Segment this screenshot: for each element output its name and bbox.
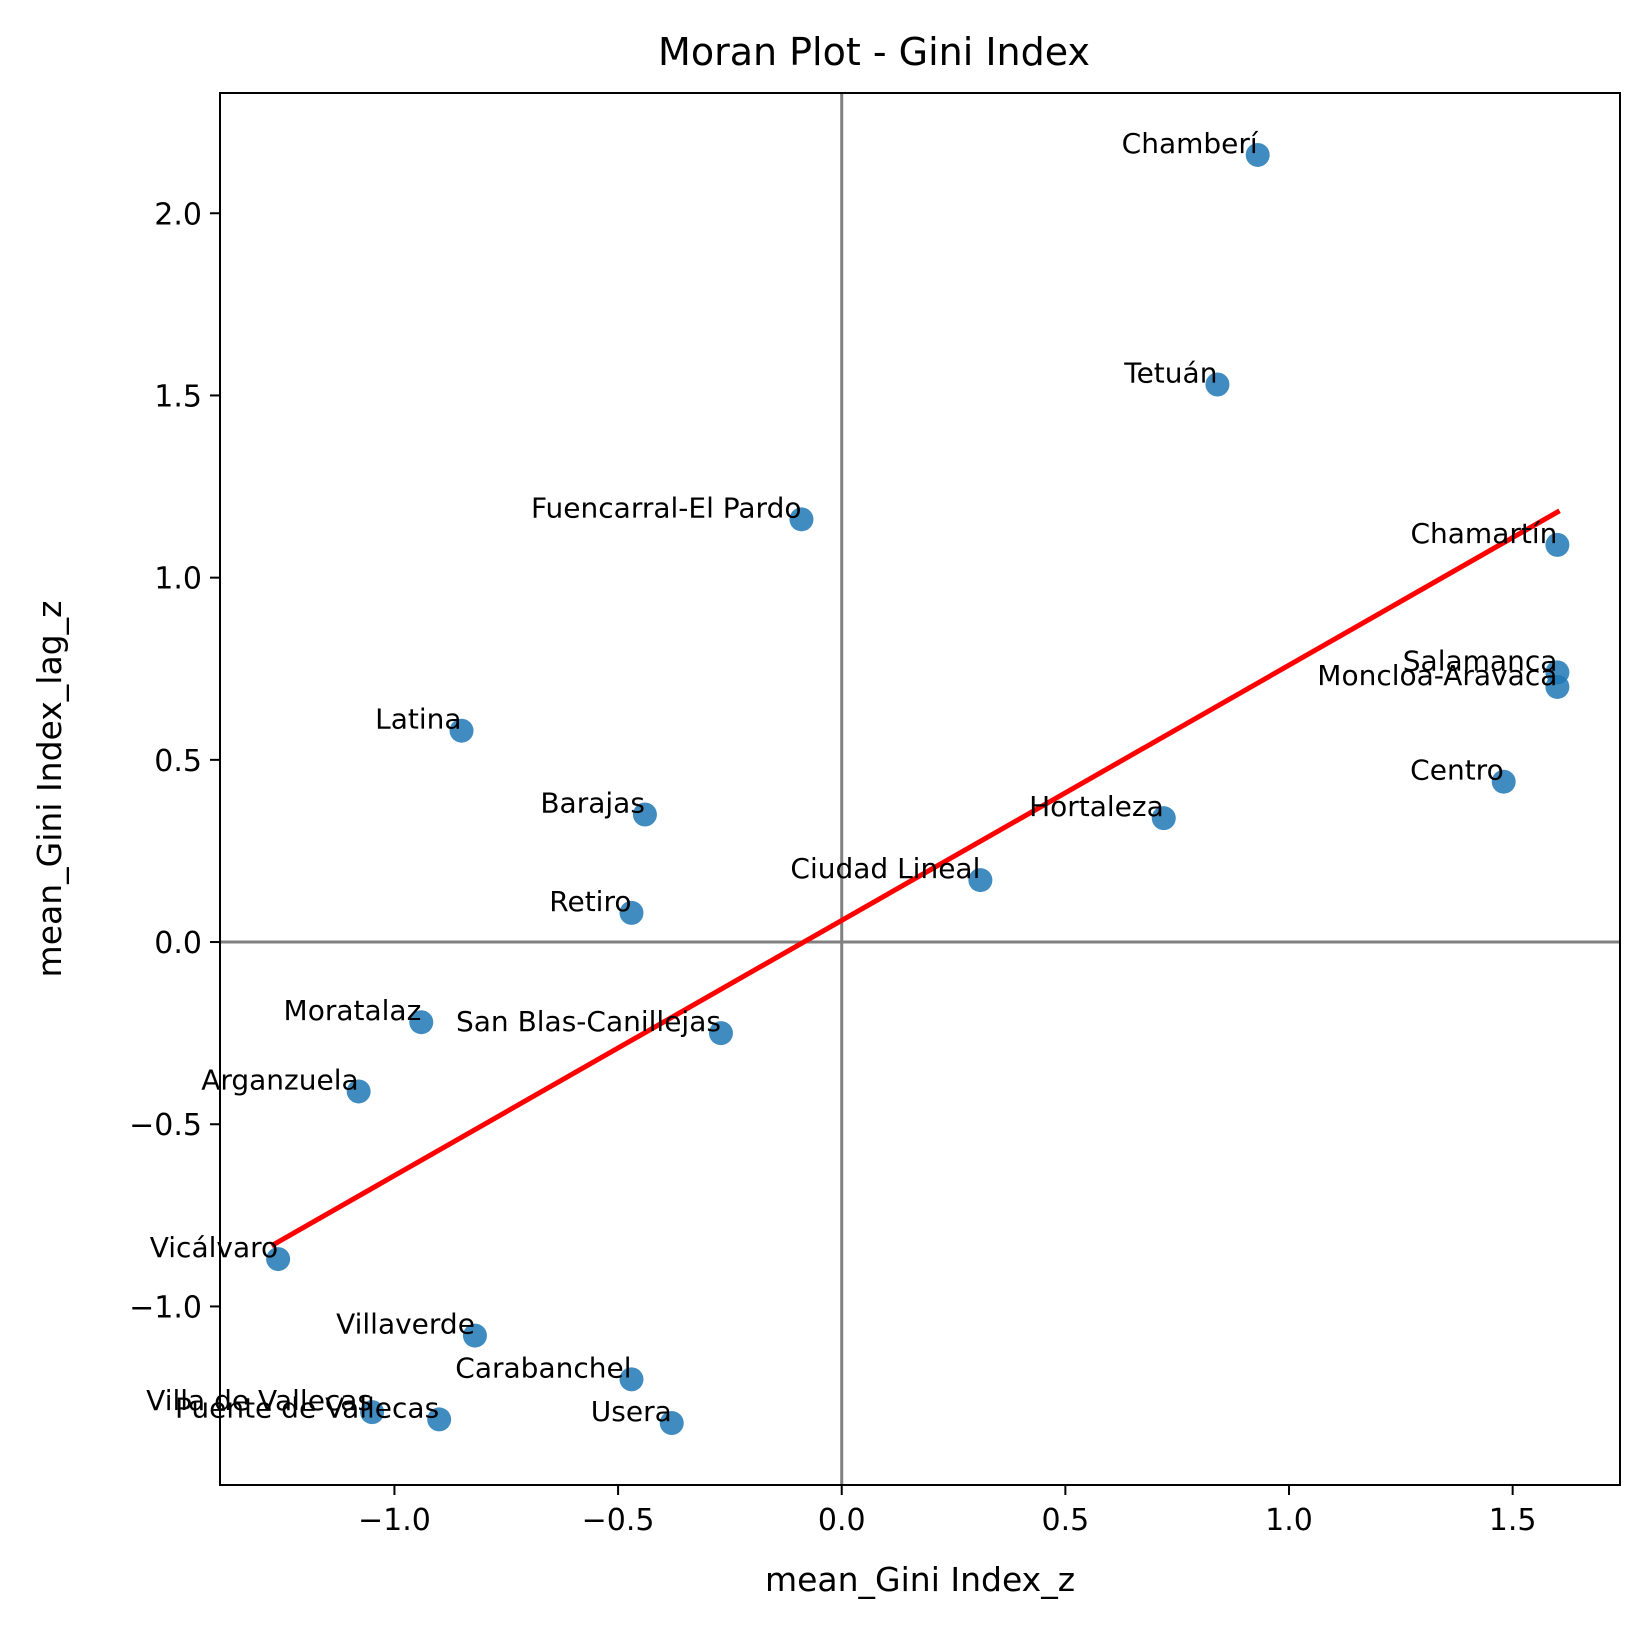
point-label: Puente de Vallecas xyxy=(175,1391,439,1424)
scatter-point xyxy=(360,1400,385,1425)
chart-title: Moran Plot - Gini Index xyxy=(658,30,1090,74)
scatter-point xyxy=(659,1411,684,1436)
scatter-point xyxy=(449,718,474,743)
scatter-point xyxy=(1491,769,1516,794)
x-tick-label: −0.5 xyxy=(582,1503,655,1538)
regression-line xyxy=(270,508,1561,1248)
point-label: San Blas-Canillejas xyxy=(456,1005,721,1038)
point-label: Villaverde xyxy=(336,1308,475,1341)
point-label: Retiro xyxy=(549,885,631,918)
scatter-point xyxy=(1545,674,1570,699)
y-axis-label: mean_Gini Index_lag_z xyxy=(30,601,69,978)
y-tick-label: 0.0 xyxy=(154,926,202,961)
point-label: Chamartín xyxy=(1410,517,1557,550)
point-label: Salamanca xyxy=(1403,644,1558,677)
plot-area: Chamberí Tetuán Fuencarral-El Pardo Chamart… xyxy=(146,93,1620,1485)
point-label: Hortaleza xyxy=(1029,790,1164,823)
scatter-point xyxy=(1205,372,1230,397)
y-tick-label: −0.5 xyxy=(129,1108,202,1143)
scatter-point xyxy=(427,1407,452,1432)
point-label: Fuencarral-El Pardo xyxy=(531,491,802,524)
point-label: Barajas xyxy=(540,787,645,820)
scatter-point xyxy=(346,1079,371,1104)
point-label: Arganzuela xyxy=(201,1063,358,1096)
scatter-point xyxy=(409,1010,434,1035)
point-label: Latina xyxy=(375,703,461,736)
x-tick-label: 1.5 xyxy=(1489,1503,1537,1538)
scatter-point xyxy=(1545,532,1570,557)
x-tick-label: 0.5 xyxy=(1042,1503,1090,1538)
x-axis-ticks: −1.0 −0.5 0.0 0.5 1.0 1.5 xyxy=(358,1485,1537,1538)
x-tick-label: 0.0 xyxy=(818,1503,866,1538)
y-tick-label: 0.5 xyxy=(154,744,202,779)
scatter-point xyxy=(632,802,657,827)
point-label: Vicálvaro xyxy=(150,1231,278,1264)
point-label: Tetuán xyxy=(1123,357,1217,390)
y-tick-label: 1.5 xyxy=(154,379,202,414)
x-tick-label: −1.0 xyxy=(358,1503,431,1538)
scatter-point xyxy=(1245,142,1270,167)
y-tick-label: 2.0 xyxy=(154,197,202,232)
scatter-point xyxy=(1151,806,1176,831)
scatter-point xyxy=(266,1247,291,1272)
x-tick-label: 1.0 xyxy=(1265,1503,1313,1538)
point-label: Carabanchel xyxy=(455,1351,631,1384)
scatter-point xyxy=(619,1367,644,1392)
y-tick-label: 1.0 xyxy=(154,562,202,597)
x-axis-label: mean_Gini Index_z xyxy=(765,1560,1075,1599)
point-label: Chamberí xyxy=(1122,127,1259,160)
scatter-point xyxy=(968,868,993,893)
scatter-point xyxy=(462,1323,487,1348)
scatter-point xyxy=(789,507,814,532)
point-label: Ciudad Lineal xyxy=(790,852,980,885)
y-axis-ticks: −1.0 −0.5 0.0 0.5 1.0 1.5 2.0 xyxy=(129,197,220,1325)
scatter-point xyxy=(708,1021,733,1046)
y-tick-label: −1.0 xyxy=(129,1290,202,1325)
point-label: Moratalaz xyxy=(284,994,422,1027)
point-label: Centro xyxy=(1410,754,1504,787)
point-label: Villa de Vallecas xyxy=(146,1384,372,1417)
point-label: Usera xyxy=(591,1395,672,1428)
scatter-point xyxy=(619,900,644,925)
plot-frame xyxy=(219,92,1621,1486)
point-label: Moncloa-Aravaca xyxy=(1317,659,1557,692)
